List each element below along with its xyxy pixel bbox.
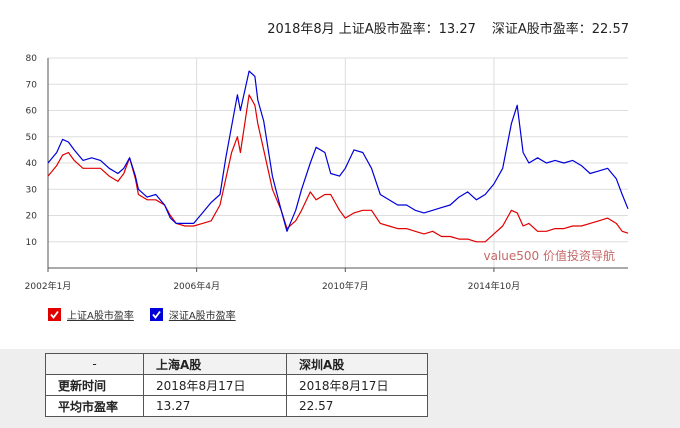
legend: 上证A股市盈率 深证A股市盈率 <box>48 307 252 322</box>
y-tick-label: 50 <box>26 133 38 143</box>
table-cell: 13.27 <box>143 395 287 417</box>
legend-item-sz[interactable]: 深证A股市盈率 <box>149 307 236 322</box>
table-cell: 2018年8月17日 <box>286 374 428 396</box>
x-tick-label: 2002年1月 <box>25 280 72 292</box>
checkbox-icon[interactable] <box>149 308 163 321</box>
table-row: 更新时间 2018年8月17日 2018年8月17日 <box>45 374 428 396</box>
legend-item-sh[interactable]: 上证A股市盈率 <box>48 307 134 322</box>
series-line-sh <box>47 94 629 243</box>
series <box>47 70 629 243</box>
headline-sz: 深证A股市盈率：22.57 <box>491 22 629 37</box>
y-tick-label: 30 <box>26 185 38 195</box>
table-header-row: - 上海A股 深圳A股 <box>45 353 428 375</box>
x-tick-label: 2014年10月 <box>468 280 520 292</box>
watermark: value500 价值投资导航 <box>484 248 616 263</box>
table-cell: 22.57 <box>286 395 428 417</box>
y-tick-label: 40 <box>26 159 38 169</box>
header-cell: - <box>45 353 144 375</box>
x-tick-label: 2010年7月 <box>322 280 369 292</box>
y-tick-label: 10 <box>26 238 38 248</box>
y-tick-label: 20 <box>26 212 38 222</box>
row-label: 更新时间 <box>45 374 144 396</box>
header-cell: 深圳A股 <box>286 353 428 375</box>
table-cell: 2018年8月17日 <box>143 374 287 396</box>
grid <box>48 57 628 268</box>
checkbox-icon[interactable] <box>48 308 61 321</box>
headline-sh: 2018年8月 上证A股市盈率：13.27 <box>267 22 476 37</box>
x-tick-label: 2006年4月 <box>173 280 220 292</box>
y-tick-label: 70 <box>26 80 38 90</box>
y-tick-label: 60 <box>26 107 38 117</box>
legend-label[interactable]: 深证A股市盈率 <box>168 311 236 322</box>
series-line-sz <box>47 70 629 232</box>
chart-headline: 2018年8月 上证A股市盈率：13.27 深证A股市盈率：22.57 <box>267 18 629 37</box>
legend-label[interactable]: 上证A股市盈率 <box>67 311 134 322</box>
y-tick-label: 80 <box>26 54 38 64</box>
row-label: 平均市盈率 <box>45 395 144 417</box>
axes: 10 20 30 40 50 60 70 80 2002年1月 2006年4月 2010年7月 201… <box>25 54 628 292</box>
table-row: 平均市盈率 13.27 22.57 <box>45 395 428 417</box>
header-cell: 上海A股 <box>143 353 287 375</box>
pe-stats-table: - 上海A股 深圳A股 更新时间 2018年8月17日 2018年8月17日 平… <box>45 353 428 417</box>
pe-ratio-chart: 10 20 30 40 50 60 70 80 2002年1月 2006年4月 2010年7月 201… <box>25 54 629 292</box>
